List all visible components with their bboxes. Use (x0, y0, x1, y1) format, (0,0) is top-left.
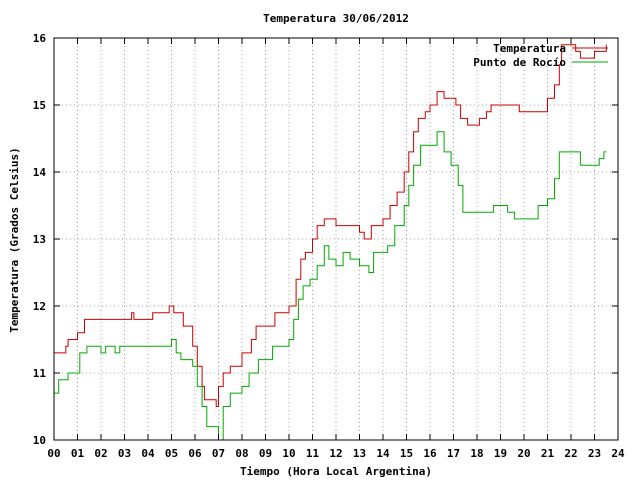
x-tick-label: 12 (329, 447, 342, 460)
x-tick-label: 22 (564, 447, 577, 460)
x-tick-label: 09 (259, 447, 272, 460)
grid-lines (54, 38, 618, 440)
series-lines (54, 44, 607, 441)
y-tick-label: 14 (33, 166, 47, 179)
x-tick-label: 14 (376, 447, 390, 460)
y-tick-label: 15 (33, 99, 46, 112)
legend-label: Temperatura (493, 42, 566, 55)
x-tick-label: 04 (141, 447, 155, 460)
x-tick-label: 24 (611, 447, 625, 460)
x-tick-label: 03 (118, 447, 131, 460)
x-tick-label: 06 (188, 447, 202, 460)
y-tick-label: 16 (33, 32, 47, 45)
y-axis-label: Temperatura (Grados Celsius) (8, 147, 21, 332)
x-tick-label: 10 (282, 447, 295, 460)
x-tick-label: 17 (447, 447, 460, 460)
x-tick-label: 00 (47, 447, 60, 460)
x-tick-label: 05 (165, 447, 178, 460)
x-tick-label: 20 (517, 447, 530, 460)
x-tick-label: 13 (353, 447, 366, 460)
chart-title: Temperatura 30/06/2012 (263, 12, 409, 25)
x-tick-label: 08 (235, 447, 248, 460)
x-tick-label: 11 (306, 447, 320, 460)
y-tick-label: 13 (33, 233, 46, 246)
legend-label: Punto de Rocío (473, 56, 566, 69)
x-tick-label: 18 (470, 447, 483, 460)
x-tick-label: 23 (588, 447, 601, 460)
x-tick-label: 16 (423, 447, 437, 460)
y-tick-label: 10 (33, 434, 46, 447)
x-ticks: 00 01 02 03 04 05 06 07 08 09 10 11 12 13 14 15 16 17 18 19… (47, 38, 625, 460)
y-tick-label: 11 (33, 367, 47, 380)
y-ticks: 10 11 12 13 14 15 16 (33, 32, 618, 447)
x-tick-label: 07 (212, 447, 225, 460)
x-tick-label: 19 (494, 447, 507, 460)
x-tick-label: 02 (94, 447, 107, 460)
x-tick-label: 15 (400, 447, 413, 460)
x-tick-label: 21 (541, 447, 555, 460)
series-line-punto-de-rocio (54, 131, 607, 441)
x-tick-label: 01 (71, 447, 85, 460)
y-tick-label: 12 (33, 300, 46, 313)
x-axis-label: Tiempo (Hora Local Argentina) (240, 465, 432, 478)
series-line-temperatura (54, 44, 607, 407)
